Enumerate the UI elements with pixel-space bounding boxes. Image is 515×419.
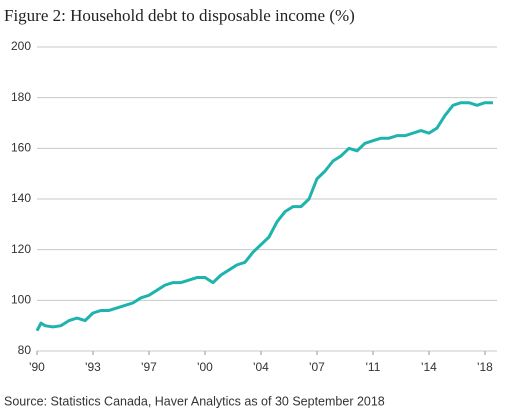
x-tick-label: '14 — [421, 360, 437, 374]
data-line — [35, 101, 493, 332]
x-tick-label: '07 — [309, 360, 325, 374]
chart-title: Figure 2: Household debt to disposable i… — [4, 6, 355, 25]
x-tick-label: '18 — [477, 360, 493, 374]
source-note: Source: Statistics Canada, Haver Analyti… — [4, 394, 385, 408]
y-tick-label: 180 — [11, 90, 31, 104]
y-tick-label: 120 — [11, 242, 31, 256]
x-tick-label: '00 — [197, 360, 213, 374]
y-tick-label: 160 — [11, 141, 31, 155]
x-tick-label: '93 — [85, 360, 101, 374]
y-tick-label: 140 — [11, 191, 31, 205]
x-tick-label: '90 — [29, 360, 45, 374]
x-tick-label: '04 — [253, 360, 269, 374]
x-tick-label: '97 — [141, 360, 157, 374]
y-tick-label: 200 — [11, 39, 31, 53]
y-tick-label: 80 — [18, 343, 32, 357]
y-tick-label: 100 — [11, 293, 31, 307]
x-tick-label: '11 — [366, 360, 381, 374]
